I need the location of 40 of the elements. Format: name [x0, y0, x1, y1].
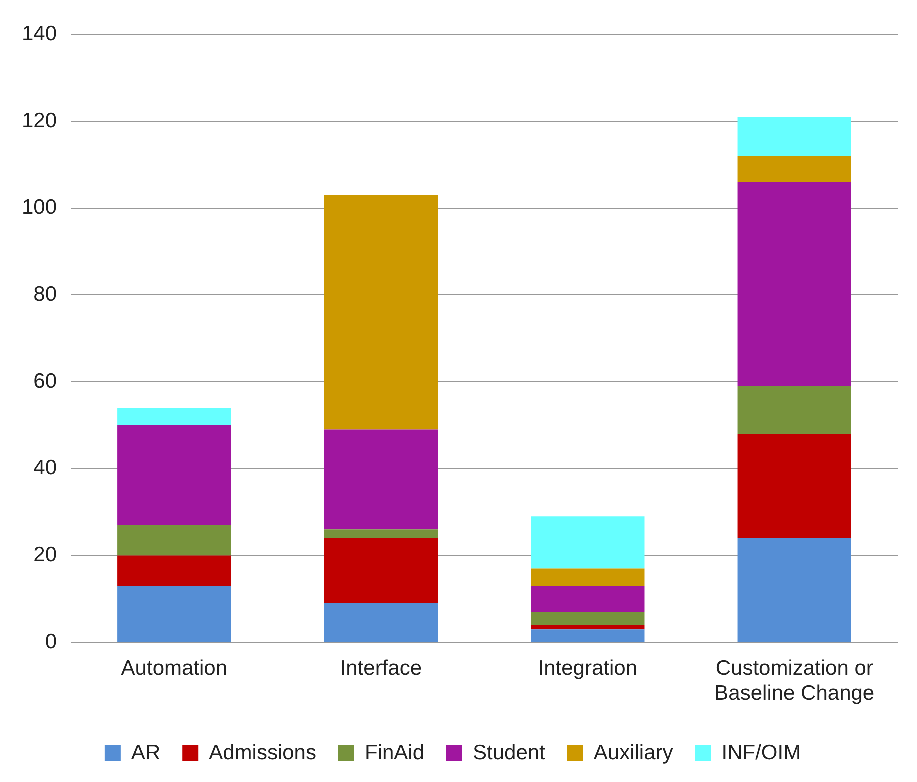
x-tick-label: Integration: [538, 656, 638, 680]
y-tick-label: 60: [34, 370, 58, 393]
legend-label: AR: [131, 741, 161, 764]
x-tick-label: Interface: [340, 656, 422, 680]
legend-label: FinAid: [364, 741, 425, 764]
x-tick-label: Customization or Baseline Change: [714, 656, 875, 706]
bar: [324, 604, 438, 642]
x-tick-label: Automation: [121, 656, 228, 680]
bar: [324, 430, 438, 530]
bar: [738, 156, 852, 182]
y-tick-label: 80: [34, 282, 58, 306]
bar: [531, 586, 645, 612]
legend-label: INF/OIM: [722, 741, 802, 764]
bar: [738, 386, 852, 434]
legend-label: Auxiliary: [594, 741, 674, 764]
legend-label: Admissions: [209, 741, 316, 764]
bar: [738, 117, 852, 156]
y-tick-label: 20: [34, 544, 58, 567]
legend-label: Student: [472, 741, 546, 764]
bar: [531, 612, 645, 626]
bar: [324, 538, 438, 604]
bar: [324, 530, 438, 538]
y-tick-label: 40: [34, 456, 58, 480]
bar: [531, 568, 645, 586]
y-tick-label: 100: [22, 196, 58, 220]
y-tick-label: 0: [45, 630, 58, 654]
bar: [531, 625, 645, 630]
bar: [118, 425, 232, 526]
bar: [531, 516, 645, 569]
bar: [738, 538, 852, 642]
y-tick-label: 120: [22, 109, 58, 132]
bar: [324, 195, 438, 430]
bar: [118, 586, 232, 642]
bar: [738, 182, 852, 386]
bar: [531, 630, 645, 642]
bar: [118, 408, 232, 426]
bar: [118, 556, 232, 586]
bar: [118, 525, 232, 556]
y-tick-label: 140: [22, 22, 58, 46]
bar: [738, 434, 852, 538]
